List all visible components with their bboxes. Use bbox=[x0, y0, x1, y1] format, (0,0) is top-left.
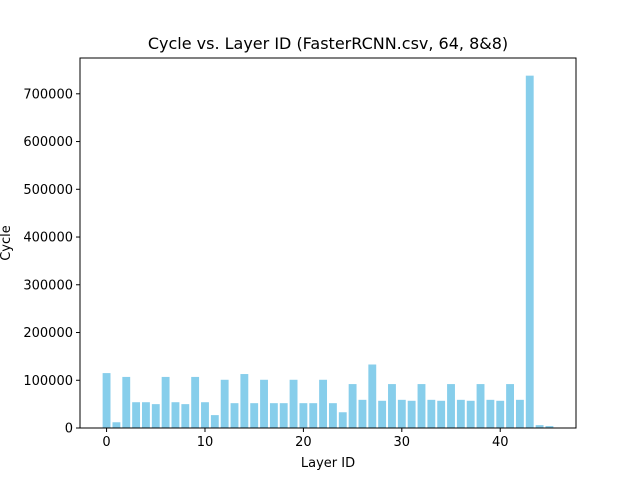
bar-layer-2 bbox=[122, 376, 131, 428]
bar-layer-42 bbox=[515, 399, 524, 428]
bar-layer-34 bbox=[437, 400, 446, 428]
bar-layer-41 bbox=[506, 384, 514, 428]
bar-layer-28 bbox=[378, 400, 387, 428]
bar-layer-12 bbox=[220, 379, 229, 428]
bar-layer-17 bbox=[269, 403, 278, 428]
y-tick-label: 300000 bbox=[23, 278, 73, 293]
bar-layer-29 bbox=[388, 384, 396, 428]
x-tick-label: 40 bbox=[492, 435, 509, 450]
y-axis-ticks: 0 100000 200000 300000 400000 500000 600000 700… bbox=[23, 87, 80, 437]
bar-layer-0 bbox=[102, 373, 111, 428]
x-tick-label: 30 bbox=[394, 435, 411, 450]
bar-layer-6 bbox=[161, 376, 170, 428]
bar-layer-1 bbox=[112, 422, 121, 428]
bar-layer-9 bbox=[191, 376, 200, 428]
bar-layer-33 bbox=[427, 399, 436, 428]
x-tick-label: 20 bbox=[295, 435, 312, 450]
bar-layer-36 bbox=[456, 399, 465, 428]
x-axis-label: Layer ID bbox=[301, 456, 355, 471]
bar-layer-31 bbox=[407, 400, 416, 428]
bar-layer-30 bbox=[397, 399, 406, 428]
bar-layer-27 bbox=[368, 364, 377, 428]
bars-group bbox=[102, 75, 554, 428]
bar-layer-16 bbox=[260, 379, 268, 428]
bar-layer-44 bbox=[535, 425, 544, 428]
bar-layer-7 bbox=[171, 402, 180, 428]
x-tick-label: 0 bbox=[102, 435, 110, 450]
bar-layer-26 bbox=[358, 399, 367, 428]
bar-layer-19 bbox=[289, 379, 298, 428]
bar-layer-45 bbox=[545, 426, 554, 428]
bar-layer-13 bbox=[230, 403, 239, 428]
bar-layer-10 bbox=[201, 402, 209, 428]
bar-layer-25 bbox=[348, 384, 357, 428]
bar-layer-3 bbox=[132, 402, 141, 428]
y-tick-label: 0 bbox=[65, 422, 73, 437]
y-tick-label: 500000 bbox=[23, 183, 73, 198]
y-tick-label: 100000 bbox=[23, 374, 73, 389]
chart-title: Cycle vs. Layer ID (FasterRCNN.csv, 64, … bbox=[148, 34, 508, 53]
y-axis-label: Cycle bbox=[0, 225, 14, 261]
bar-layer-4 bbox=[142, 402, 150, 428]
bar-layer-5 bbox=[151, 404, 160, 428]
bar-layer-35 bbox=[447, 384, 455, 428]
bar-layer-14 bbox=[240, 374, 249, 428]
bar-layer-20 bbox=[299, 403, 308, 428]
plot-frame bbox=[79, 57, 577, 429]
bar-layer-40 bbox=[496, 400, 505, 428]
x-tick-label: 10 bbox=[197, 435, 214, 450]
y-tick-label: 600000 bbox=[23, 135, 73, 150]
bar-layer-22 bbox=[319, 379, 328, 428]
y-tick-label: 400000 bbox=[23, 231, 73, 246]
bar-layer-24 bbox=[338, 412, 347, 428]
bar-layer-32 bbox=[417, 384, 426, 428]
bar-layer-38 bbox=[476, 384, 485, 428]
y-tick-label: 200000 bbox=[23, 326, 73, 341]
bar-layer-43 bbox=[525, 75, 534, 428]
bar-layer-8 bbox=[181, 404, 190, 428]
x-axis-ticks: 0 10 20 30 40 bbox=[102, 428, 508, 450]
bar-layer-39 bbox=[486, 399, 495, 428]
bar-layer-15 bbox=[250, 403, 259, 428]
bar-layer-11 bbox=[210, 415, 219, 428]
bar-layer-37 bbox=[466, 400, 475, 428]
bar-layer-18 bbox=[279, 403, 288, 428]
y-tick-label: 700000 bbox=[23, 87, 73, 102]
bar-layer-23 bbox=[328, 403, 337, 428]
bar-layer-21 bbox=[309, 403, 318, 428]
